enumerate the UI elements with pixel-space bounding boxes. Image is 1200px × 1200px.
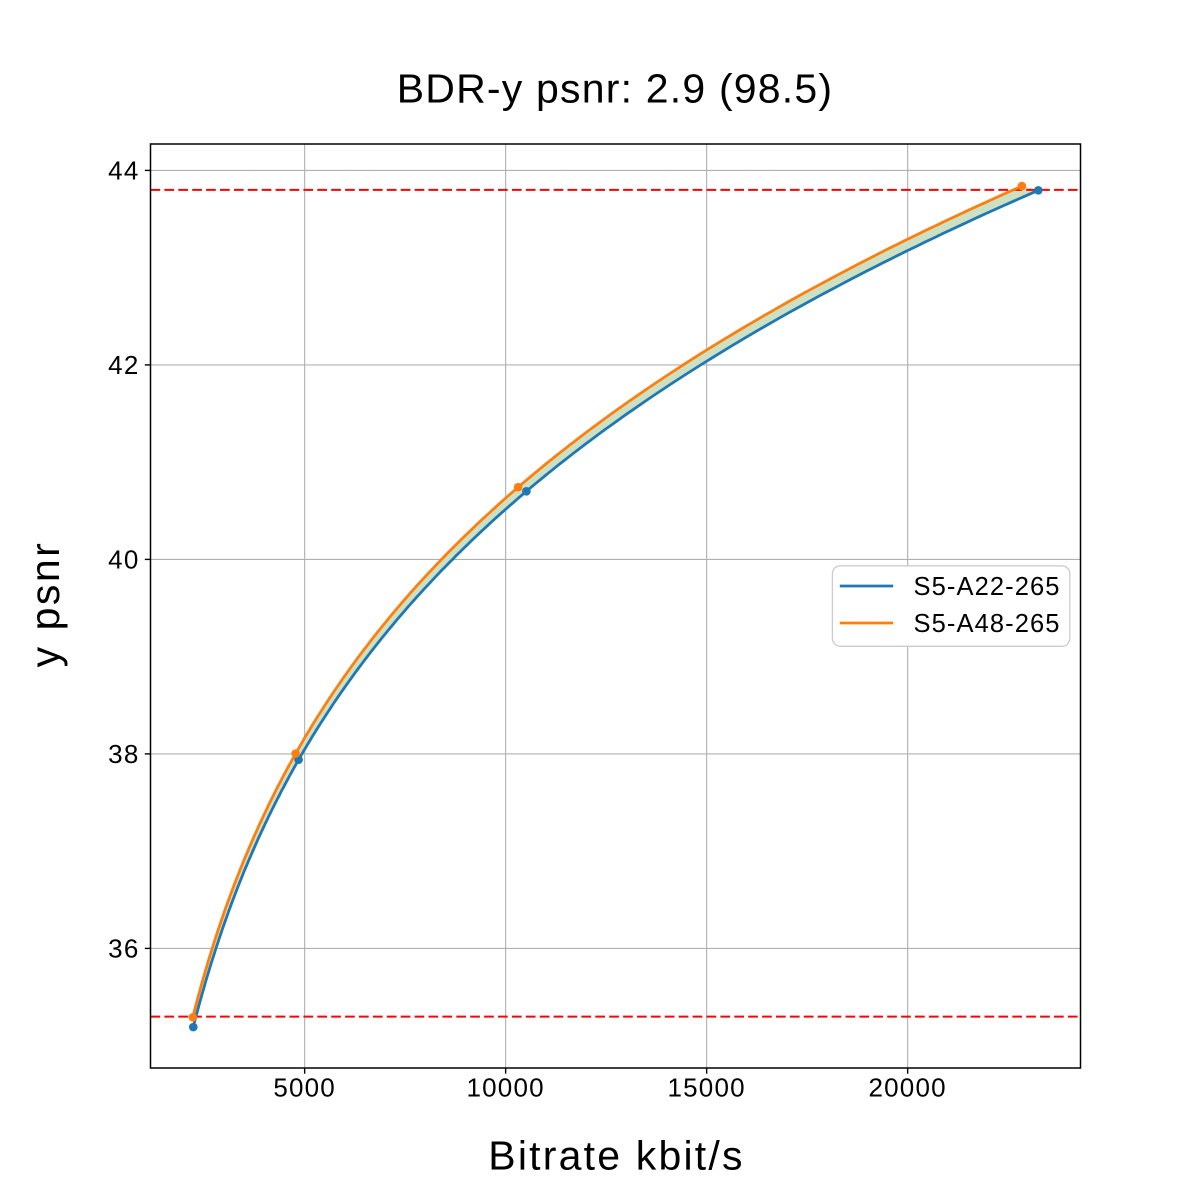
svg-text:10000: 10000 bbox=[466, 1073, 544, 1103]
svg-text:5000: 5000 bbox=[273, 1073, 336, 1103]
svg-text:42: 42 bbox=[108, 350, 139, 380]
svg-text:20000: 20000 bbox=[868, 1073, 946, 1103]
svg-text:15000: 15000 bbox=[667, 1073, 745, 1103]
svg-text:S5-A48-265: S5-A48-265 bbox=[914, 610, 1061, 638]
svg-text:BDR-y psnr: 2.9 (98.5): BDR-y psnr: 2.9 (98.5) bbox=[397, 65, 834, 111]
svg-text:S5-A22-265: S5-A22-265 bbox=[914, 573, 1061, 601]
svg-text:Bitrate kbit/s: Bitrate kbit/s bbox=[488, 1133, 744, 1179]
svg-text:44: 44 bbox=[108, 155, 139, 185]
svg-text:38: 38 bbox=[108, 739, 139, 769]
svg-text:40: 40 bbox=[108, 544, 139, 574]
svg-text:y psnr: y psnr bbox=[22, 541, 68, 668]
svg-text:36: 36 bbox=[108, 933, 139, 963]
